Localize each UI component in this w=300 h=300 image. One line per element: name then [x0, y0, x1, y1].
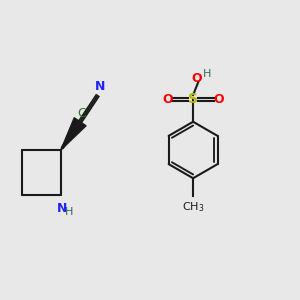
- Text: O: O: [191, 72, 202, 85]
- Text: O: O: [163, 93, 173, 106]
- Text: H: H: [203, 69, 212, 79]
- Text: CH$_3$: CH$_3$: [182, 200, 204, 214]
- Text: H: H: [65, 207, 73, 217]
- Polygon shape: [61, 118, 86, 150]
- Text: N: N: [57, 202, 68, 215]
- Text: S: S: [188, 92, 198, 106]
- Text: O: O: [213, 93, 224, 106]
- Text: C: C: [77, 107, 86, 120]
- Text: N: N: [95, 80, 106, 93]
